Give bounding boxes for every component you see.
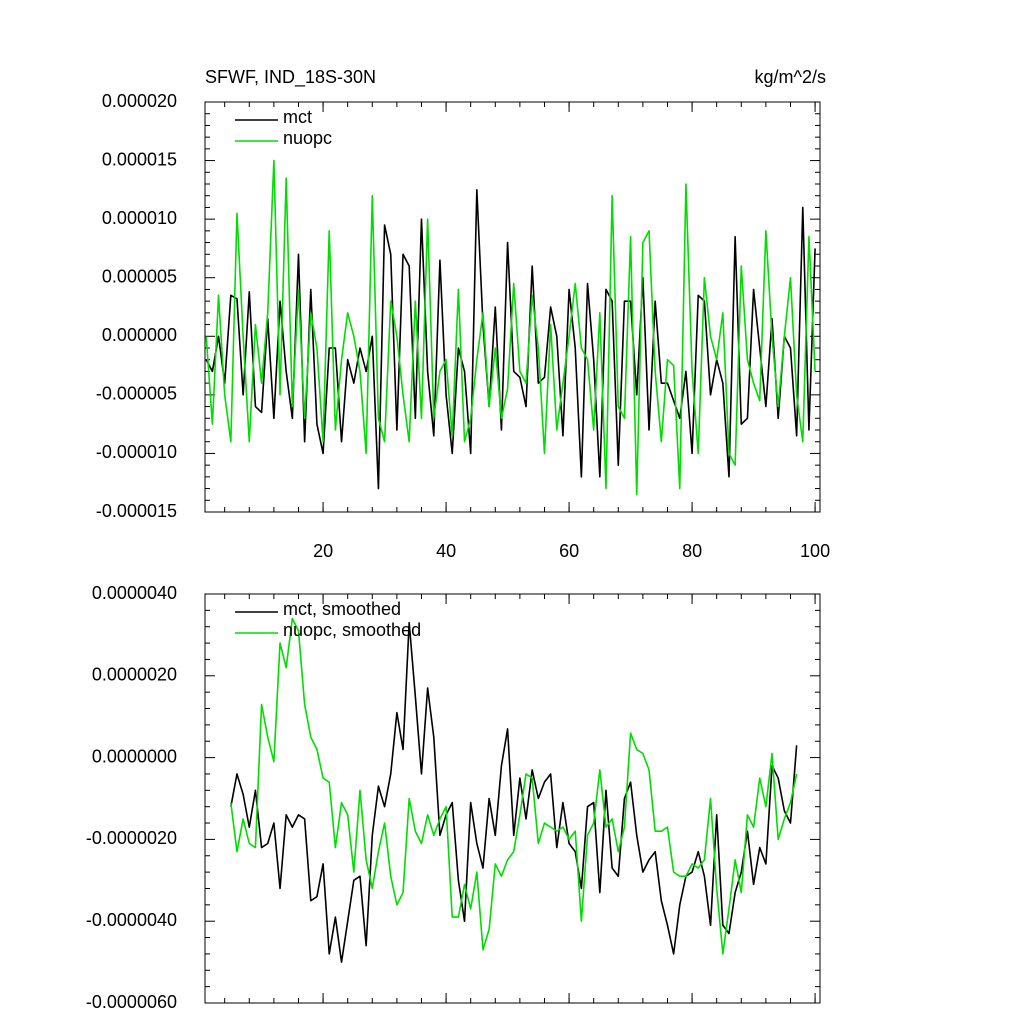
y-tick-label: -0.000005 xyxy=(96,384,177,404)
left-title: SFWF, IND_18S-30N xyxy=(205,67,376,88)
legend-label: nuopc xyxy=(283,128,332,148)
y-tick-label: 0.000015 xyxy=(102,149,177,169)
right-title: kg/m^2/s xyxy=(755,67,826,87)
y-tick-label: -0.0000020 xyxy=(86,828,177,848)
x-tick-label: 80 xyxy=(682,541,702,561)
x-tick-label: 40 xyxy=(436,541,456,561)
x-tick-label: 20 xyxy=(313,541,333,561)
y-tick-label: 0.0000020 xyxy=(92,665,177,685)
legend-label: mct xyxy=(283,107,312,127)
y-tick-label: -0.0000040 xyxy=(86,910,177,930)
y-tick-label: 0.000005 xyxy=(102,266,177,286)
y-tick-label: 0.0000000 xyxy=(92,746,177,766)
legend-label: mct, smoothed xyxy=(283,599,401,619)
y-tick-label: 0.000020 xyxy=(102,91,177,111)
y-tick-label: -0.000010 xyxy=(96,442,177,462)
y-tick-label: -0.0000060 xyxy=(86,992,177,1012)
legend-label: nuopc, smoothed xyxy=(283,620,421,640)
series-line xyxy=(230,617,798,955)
series-line xyxy=(230,621,798,963)
y-tick-label: 0.000000 xyxy=(102,325,177,345)
y-tick-label: 0.0000040 xyxy=(92,583,177,603)
series-line xyxy=(205,159,816,496)
y-tick-label: -0.000015 xyxy=(96,501,177,521)
y-tick-label: 0.000010 xyxy=(102,208,177,228)
plot-frame xyxy=(204,101,821,513)
plot-frame xyxy=(204,593,821,1004)
x-tick-label: 100 xyxy=(800,541,830,561)
x-tick-label: 60 xyxy=(559,541,579,561)
